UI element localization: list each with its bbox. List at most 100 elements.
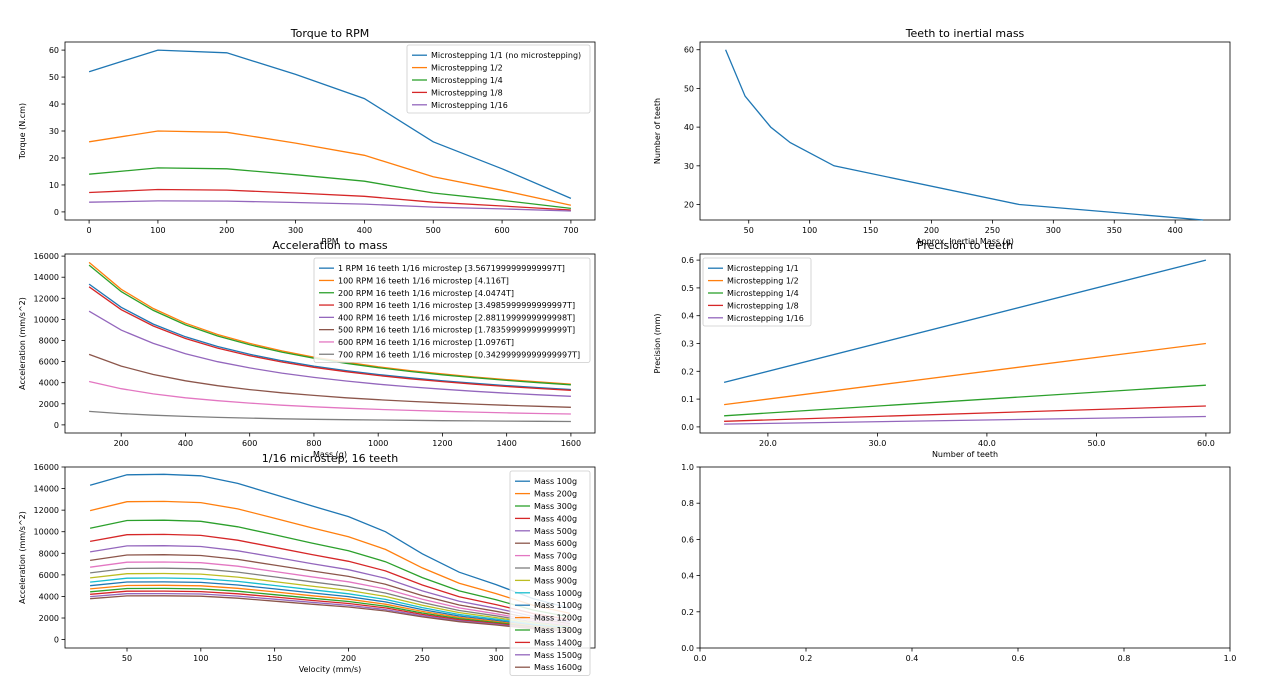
series-line — [90, 554, 570, 625]
x-tick-label: 50.0 — [1087, 439, 1105, 448]
series-line — [90, 581, 570, 630]
x-tick-label: 0.2 — [800, 654, 813, 663]
legend-entry: Mass 800g — [534, 564, 577, 573]
x-axis-label: Number of teeth — [932, 450, 998, 459]
legend-entry: Mass 600g — [534, 539, 577, 548]
series-line — [89, 533, 571, 621]
chart-accel-mass: 200 400 600 800 1000 1200 1400 1600020004000600… — [18, 239, 596, 459]
series-line — [90, 592, 570, 632]
legend-entry: Mass 1200g — [534, 614, 582, 623]
x-tick-label: 1600 — [561, 439, 581, 448]
legend-entry: Mass 400g — [534, 514, 577, 523]
y-tick-label: 0.8 — [681, 499, 694, 508]
y-tick-label: 60 — [684, 46, 694, 55]
y-tick-label: 16000 — [34, 252, 59, 261]
x-axis-label: RPM — [321, 237, 338, 246]
y-tick-label: 40 — [684, 123, 694, 132]
x-axis-label: Velocity (mm/s) — [299, 665, 362, 674]
y-tick-label: 60 — [49, 46, 59, 55]
legend-entry: Mass 1600g — [534, 663, 582, 672]
y-tick-label: 50 — [49, 73, 59, 82]
x-tick-label: 1000 — [368, 439, 388, 448]
legend-entry: 100 RPM 16 teeth 1/16 microstep [4.116T] — [338, 276, 509, 285]
x-tick-label: 200 — [924, 226, 939, 235]
legend: Microstepping 1/1 (no microstepping) Micr… — [406, 44, 591, 114]
x-tick-label: 50 — [744, 226, 754, 235]
series-line — [725, 49, 1204, 221]
series-line — [88, 380, 571, 415]
y-tick-label: 30 — [684, 162, 694, 171]
series-line — [88, 49, 572, 199]
axes-frame — [64, 253, 596, 434]
series-line — [88, 283, 571, 391]
legend-entry: Microstepping 1/16 — [727, 314, 804, 323]
x-tick-label: 150 — [267, 654, 282, 663]
series-line — [90, 584, 570, 630]
legend-entry: Mass 1100g — [534, 601, 582, 610]
chart-teeth-mass: 50 100 150 200 250 300 350 400 20 30 40 50 60 Teeth t… — [653, 27, 1231, 246]
y-tick-label: 1.0 — [681, 463, 694, 472]
x-tick-label: 250 — [985, 226, 1000, 235]
axes-frame — [699, 41, 1231, 221]
series-line — [724, 405, 1206, 422]
series-line — [89, 410, 571, 423]
series-line — [89, 519, 571, 618]
y-axis-label: Number of teeth — [653, 98, 662, 164]
x-tick-label: 600 — [494, 226, 509, 235]
legend-entry: Mass 700g — [534, 552, 577, 561]
series-line — [89, 200, 571, 212]
y-tick-label: 0 — [54, 208, 59, 217]
x-tick-label: 0.6 — [1012, 654, 1025, 663]
y-tick-label: 0.1 — [681, 395, 694, 404]
legend-entry: Mass 200g — [534, 490, 577, 499]
x-tick-label: 600 — [242, 439, 257, 448]
y-tick-label: 2000 — [39, 614, 59, 623]
legend-entry: Mass 1400g — [534, 638, 582, 647]
legend-entry: Microstepping 1/8 — [727, 301, 799, 310]
y-tick-label: 0.0 — [681, 423, 694, 432]
legend-entry: Mass 300g — [534, 502, 577, 511]
y-tick-label: 0.4 — [681, 572, 694, 581]
x-tick-label: 0.8 — [1118, 654, 1131, 663]
x-tick-label: 0.4 — [906, 654, 919, 663]
y-tick-label: 0 — [54, 636, 59, 645]
y-axis-label: Acceleration (mm/s^2) — [18, 297, 27, 390]
x-tick-label: 700 — [563, 226, 578, 235]
legend: 1 RPM 16 teeth 1/16 microstep [3.5671999… — [313, 257, 591, 363]
chart-empty: 0.0 0.2 0.4 0.6 0.8 1.0 0.0 0.2 0.4 0.6 0.8 1.0 — [681, 463, 1236, 663]
y-tick-label: 20 — [684, 201, 694, 210]
legend-entry: 500 RPM 16 teeth 1/16 microstep [1.78359… — [338, 326, 575, 335]
chart-precision: 20.0 30.0 40.0 50.0 60.0 0.0 0.1 0.2 0.3 0.4 0.5 0.… — [653, 239, 1231, 459]
y-tick-label: 4000 — [39, 379, 59, 388]
x-tick-label: 400 — [1168, 226, 1183, 235]
legend-entry: 200 RPM 16 teeth 1/16 microstep [4.0474T… — [338, 289, 514, 298]
legend-entry: 700 RPM 16 teeth 1/16 microstep [0.34299… — [338, 350, 580, 359]
y-tick-label: 0.6 — [681, 256, 694, 265]
legend: Microstepping 1/1 Microstepping 1/2 Micros… — [702, 257, 812, 327]
y-tick-label: 2000 — [39, 400, 59, 409]
x-tick-label: 0 — [87, 226, 92, 235]
legend-entry: Microstepping 1/1 (no microstepping) — [431, 51, 581, 60]
series-line — [90, 577, 570, 629]
chart-title: Precision to teeth — [917, 239, 1013, 252]
legend-entry: 600 RPM 16 teeth 1/16 microstep [1.0976T… — [338, 338, 514, 347]
y-tick-label: 6000 — [39, 358, 59, 367]
x-tick-label: 40.0 — [978, 439, 996, 448]
chart-title: Teeth to inertial mass — [905, 27, 1025, 40]
axes-frame — [699, 466, 1231, 649]
legend-entry: Microstepping 1/2 — [727, 277, 799, 286]
x-tick-label: 1400 — [496, 439, 516, 448]
y-tick-label: 30 — [49, 127, 59, 136]
x-tick-label: 250 — [415, 654, 430, 663]
y-tick-label: 14000 — [34, 273, 59, 282]
x-axis-label: Mass (g) — [313, 450, 347, 459]
x-tick-label: 1200 — [432, 439, 452, 448]
x-tick-label: 0.0 — [694, 654, 707, 663]
x-tick-label: 400 — [178, 439, 193, 448]
series-line — [90, 590, 570, 632]
series-line — [90, 595, 570, 632]
y-tick-label: 0.2 — [681, 367, 694, 376]
legend-entry: Mass 900g — [534, 576, 577, 585]
legend-entry: 300 RPM 16 teeth 1/16 microstep [3.49859… — [338, 301, 575, 310]
legend-frame — [406, 44, 591, 114]
